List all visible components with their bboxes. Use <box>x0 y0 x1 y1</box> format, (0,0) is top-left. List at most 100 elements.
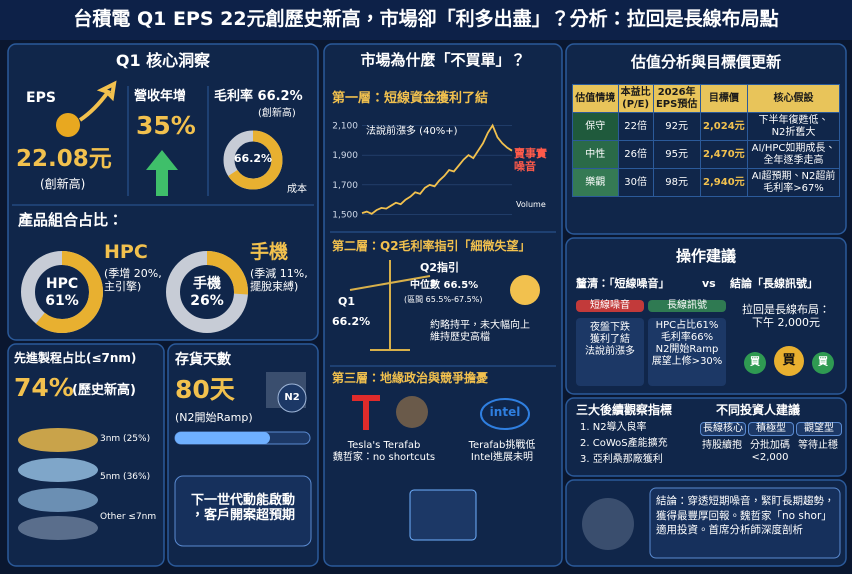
intel-text: intel <box>489 405 521 419</box>
conclusion-box <box>649 487 841 559</box>
investor-advice: 持股續抱 <box>702 440 742 451</box>
donut-center: 66.2% <box>233 152 273 165</box>
process-title: 先進製程占比(≤7nm) <box>14 351 137 365</box>
table-row: 保守 22倍 92元 2,024元 下半年復甦低、 N2折舊大 <box>572 112 840 141</box>
donut-arc <box>166 251 248 333</box>
q2-label: Q2指引 <box>420 261 460 274</box>
investor-type: 長線核心 <box>700 422 746 436</box>
table-cell: AI超預期、N2超前 毛利率>67% <box>747 168 840 197</box>
row-header: 樂觀 <box>572 168 619 197</box>
signal-head: 長線訊號 <box>648 300 726 312</box>
revenue-value: 35% <box>136 111 196 140</box>
eps-label: EPS <box>26 90 56 106</box>
table-cell: 92元 <box>652 112 701 141</box>
mix-title: 產品組合占比： <box>18 211 124 229</box>
thinking-icon <box>510 275 540 305</box>
wafer-stack <box>18 428 98 540</box>
watch-item: 3. 亞利桑那廠獲利 <box>580 454 663 465</box>
conclusion-text: 結論：穿透短期噪音，緊盯長期趨勢，獲得最豐厚回報。魏哲家「no shor」適用投… <box>656 495 835 537</box>
table-cell: 下半年復甦低、 N2折舊大 <box>747 112 840 141</box>
column-header: 本益比 (P/E) <box>617 84 654 113</box>
callout: 下一世代動能啟動 ，客戶開案超預期 <box>190 493 295 523</box>
inventory-note: (N2開始Ramp) <box>175 411 253 424</box>
portrait <box>396 396 428 428</box>
watch-item: 1. N2導入良率 <box>580 422 647 433</box>
margin-note: (創新高) <box>258 108 296 119</box>
layer-label: 3nm (25%) <box>100 434 151 444</box>
q1-value: 66.2% <box>332 315 371 328</box>
donut-arc <box>223 130 283 190</box>
investor-type: 觀望型 <box>796 422 842 436</box>
eps-value: 22.08元 <box>16 146 112 172</box>
valuation-table: 估值情境 本益比 (P/E) 2026年 EPS預估 目標價 核心假設 保守 22… <box>572 84 840 197</box>
inventory-title: 存貨天數 <box>175 352 231 368</box>
layer-title: 第三層：地緣政治與競爭擔憂 <box>332 371 489 385</box>
investor-advice: 分批加碼 <2,000 <box>750 440 790 463</box>
table-cell: 2,940元 <box>699 168 749 197</box>
panel-title: Q1 核心洞察 <box>115 51 211 70</box>
eps-note: (創新高) <box>40 177 86 191</box>
badge: N2 <box>284 392 300 403</box>
growth-arrow <box>78 80 117 122</box>
conclusion-label: 結論「長線訊號」 <box>730 277 818 290</box>
y-tick-label: 1,700 <box>332 181 358 191</box>
intel-logo <box>480 398 530 430</box>
buy-button[interactable]: 買 <box>774 346 804 376</box>
chip-icon <box>409 489 477 541</box>
column-header: 核心假設 <box>747 84 840 113</box>
entry-point: 拉回是長線布局： 下午 2,000元 <box>742 303 830 329</box>
process-note: (歷史新高) <box>72 383 136 398</box>
coin-icon <box>56 113 80 137</box>
table-cell: 26倍 <box>617 140 654 169</box>
noise-body: 夜盤下跌 獲利了結 法說前漲多 <box>576 318 644 386</box>
up-arrow <box>146 150 178 196</box>
panel <box>565 397 847 477</box>
table-cell: 22倍 <box>617 112 654 141</box>
callout: 賣事實 噪音 <box>514 147 547 173</box>
panel <box>323 43 563 567</box>
volume-label: Volume <box>516 200 546 209</box>
table-cell: 30倍 <box>617 168 654 197</box>
process-value: 74% <box>14 373 74 402</box>
donut-center: 手機 <box>193 276 221 292</box>
buy-button[interactable]: 買 <box>812 352 834 374</box>
q1-label: Q1 <box>338 295 356 308</box>
y-tick-label: 2,100 <box>332 121 358 131</box>
n2-badge <box>277 383 307 413</box>
table-cell: 2,024元 <box>699 112 749 141</box>
layer-title: 第二層：Q2毛利率指引「細微失望」 <box>332 239 531 253</box>
layer3-right: Terafab挑戰低 Intel進展未明 <box>468 440 536 463</box>
page-title: 台積電 Q1 EPS 22元創歷史新高，市場卻「利多出盡」？分析：拉回是長線布局… <box>73 8 779 30</box>
mix-note: (季減 11%, 擺脫束縛) <box>250 267 308 293</box>
panel-title: 估值分析與目標價更新 <box>630 53 781 71</box>
table-cell: 2,470元 <box>699 140 749 169</box>
clarify: 釐清：「短線噪音」 <box>576 277 670 290</box>
donut-arc <box>21 251 103 333</box>
donut-value: 61% <box>45 293 79 309</box>
signal-body: HPC占比61% 毛利率66% N2開始Ramp 展望上修>30% <box>648 318 726 386</box>
buy-button[interactable]: 買 <box>744 352 766 374</box>
table-row: 中性 26倍 95元 2,470元 AI/HPC如期成長、 全年逐季走高 <box>572 140 840 169</box>
analyst-portrait <box>582 498 634 550</box>
tesla-logo <box>352 395 380 430</box>
table-cell: AI/HPC如期成長、 全年逐季走高 <box>747 140 840 169</box>
watch-item: 2. CoWoS產能擴充 <box>580 438 668 449</box>
title-bar <box>0 0 852 40</box>
panel-title: 市場為什麼「不買單」？ <box>360 51 526 69</box>
revenue-label: 營收年增 <box>134 89 187 104</box>
column-header: 估值情境 <box>572 84 619 113</box>
scale-icon <box>349 260 431 351</box>
mix-name: 手機 <box>250 241 289 263</box>
watch-title: 三大後續觀察指標 <box>576 403 673 417</box>
layer3-left: Tesla's Terafab 魏哲家：no shortcuts <box>332 440 436 463</box>
vs: vs <box>702 277 716 290</box>
layer-label: 5nm (36%) <box>100 472 151 482</box>
layer2-note: 約略持平，未大幅向上 維持歷史高檔 <box>430 320 530 343</box>
donut-rest-label: 成本 <box>287 184 307 195</box>
y-tick-label: 1,900 <box>332 151 358 161</box>
layer-title: 第一層：短線資金獲利了結 <box>332 91 489 106</box>
panel-title: 操作建議 <box>675 247 736 265</box>
investor-advice: 等待止穩 <box>798 440 838 451</box>
